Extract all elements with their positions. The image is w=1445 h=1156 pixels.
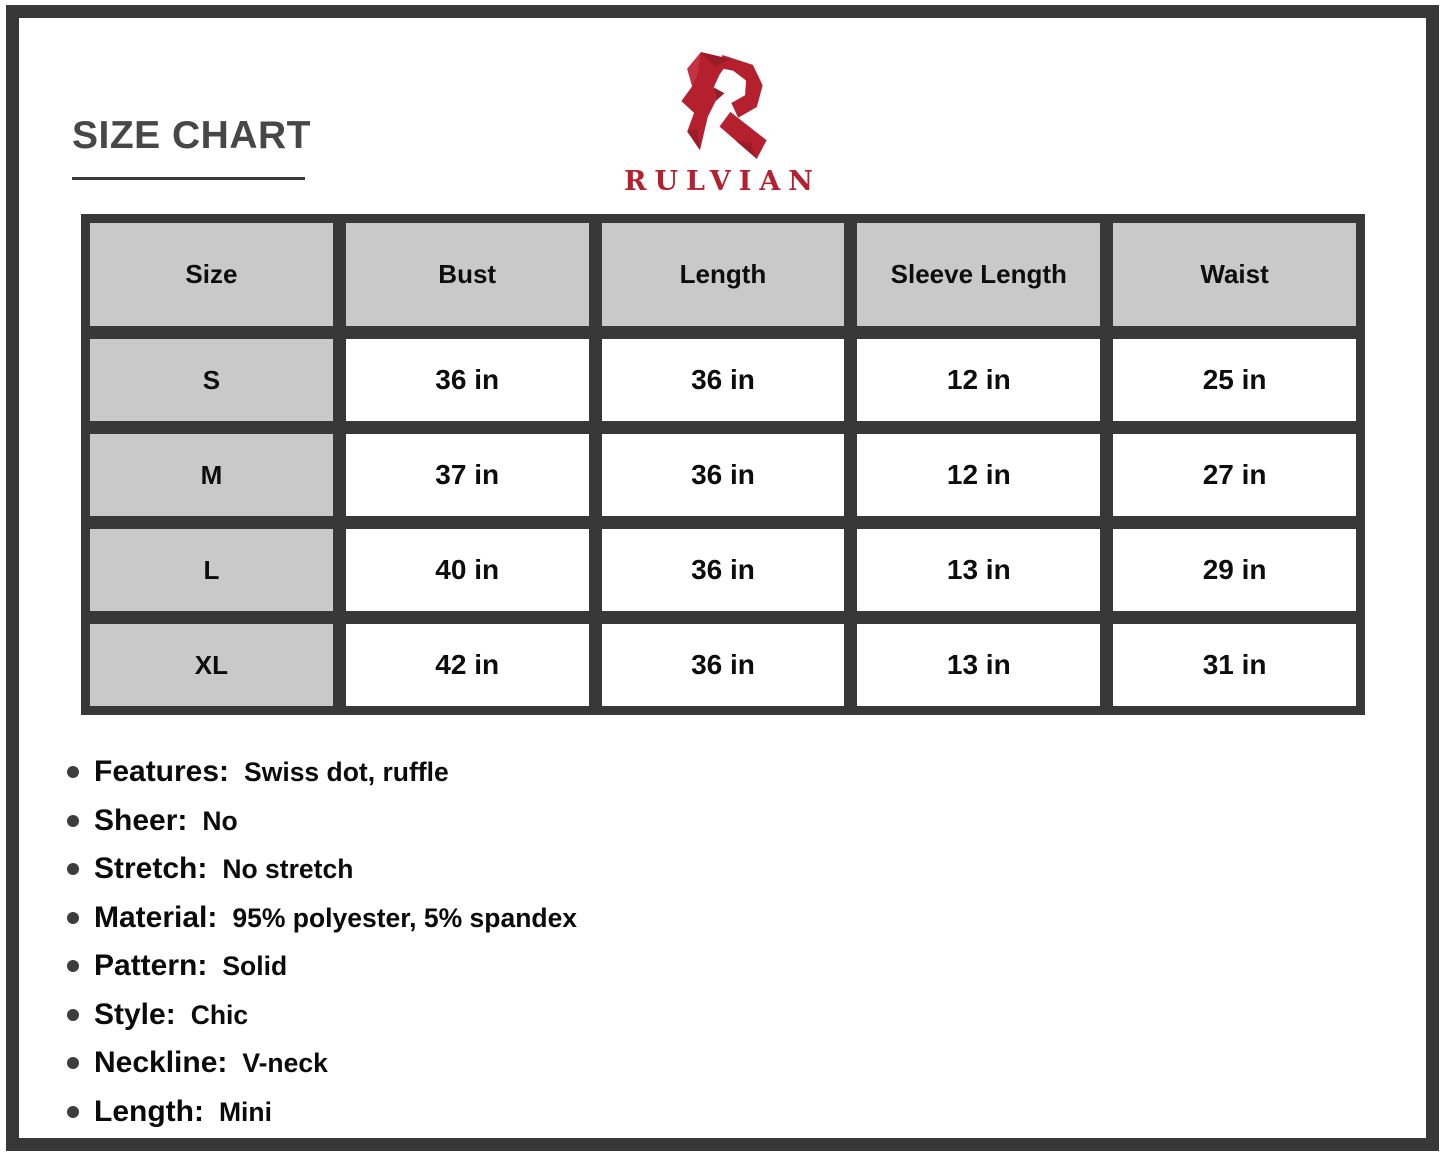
- detail-value: 95% polyester, 5% spandex: [232, 902, 578, 933]
- measurement-cell: 36 in: [601, 434, 845, 516]
- brand-name: RULVIAN: [624, 166, 821, 197]
- bullet-dot-icon: [67, 960, 79, 973]
- brand-r-icon: [681, 52, 767, 159]
- detail-value: V-neck: [242, 1048, 328, 1078]
- detail-label: Neckline:: [94, 1046, 228, 1080]
- detail-value: Solid: [222, 951, 288, 981]
- detail-label: Pattern:: [94, 949, 208, 983]
- detail-value: No: [202, 805, 238, 836]
- detail-label: Features:: [94, 755, 230, 789]
- detail-item: Features: Swiss dot, ruffle: [67, 748, 577, 797]
- detail-item: Stretch: No stretch: [67, 845, 577, 894]
- detail-label: Material:: [94, 900, 218, 934]
- detail-item: Pattern: Solid: [67, 942, 577, 991]
- column-header-length: Length: [601, 223, 845, 326]
- measurement-cell: 13 in: [857, 624, 1101, 706]
- detail-label: Style:: [94, 997, 176, 1031]
- measurement-cell: 29 in: [1113, 529, 1356, 611]
- measurement-cell: 36 in: [601, 339, 845, 421]
- bullet-dot-icon: [67, 1057, 79, 1070]
- size-label-cell: XL: [90, 624, 333, 706]
- measurement-cell: 13 in: [857, 529, 1101, 611]
- detail-item: Material: 95% polyester, 5% spandex: [67, 894, 577, 943]
- detail-value: Mini: [218, 1096, 272, 1127]
- column-header-bust: Bust: [345, 223, 589, 326]
- bullet-dot-icon: [67, 1105, 79, 1118]
- brand-logo: RULVIAN: [624, 50, 821, 195]
- column-header-size: Size: [90, 223, 333, 326]
- measurement-cell: 12 in: [857, 339, 1101, 421]
- bullet-dot-icon: [67, 911, 79, 924]
- detail-item: Neckline: V-neck: [67, 1039, 577, 1088]
- detail-value: No stretch: [222, 854, 354, 884]
- detail-value: Chic: [190, 999, 249, 1030]
- column-header-sleeve-length: Sleeve Length: [857, 223, 1101, 326]
- bullet-dot-icon: [67, 1008, 79, 1021]
- measurement-cell: 36 in: [345, 339, 589, 421]
- size-label-cell: M: [90, 434, 333, 516]
- bullet-dot-icon: [67, 863, 79, 876]
- title-block: SIZE CHART: [72, 116, 311, 180]
- detail-label: Length:: [94, 1094, 204, 1128]
- size-chart-table: Size Bust Length Sleeve Length Waist S 36 in 36…: [81, 214, 1365, 715]
- measurement-cell: 37 in: [345, 434, 589, 516]
- detail-item: Length: Mini: [67, 1088, 577, 1137]
- measurement-cell: 36 in: [601, 624, 845, 706]
- detail-value: Swiss dot, ruffle: [244, 757, 449, 787]
- title-underline: [72, 177, 305, 180]
- detail-label: Sheer:: [94, 803, 188, 837]
- measurement-cell: 27 in: [1113, 434, 1356, 516]
- measurement-cell: 12 in: [857, 434, 1101, 516]
- measurement-cell: 36 in: [601, 529, 845, 611]
- detail-item: Style: Chic: [67, 991, 577, 1040]
- size-label-cell: L: [90, 529, 333, 611]
- measurement-cell: 31 in: [1113, 624, 1356, 706]
- measurement-cell: 25 in: [1113, 339, 1356, 421]
- detail-label: Stretch:: [94, 852, 208, 886]
- page-title: SIZE CHART: [72, 114, 311, 157]
- product-details-list: Features: Swiss dot, ruffle Sheer: No Stretc…: [67, 748, 577, 1136]
- bullet-dot-icon: [67, 814, 79, 827]
- bullet-dot-icon: [67, 766, 79, 779]
- measurement-cell: 40 in: [345, 529, 589, 611]
- detail-item: Sheer: No: [67, 797, 577, 846]
- measurement-cell: 42 in: [345, 624, 589, 706]
- size-label-cell: S: [90, 339, 333, 421]
- column-header-waist: Waist: [1113, 223, 1356, 326]
